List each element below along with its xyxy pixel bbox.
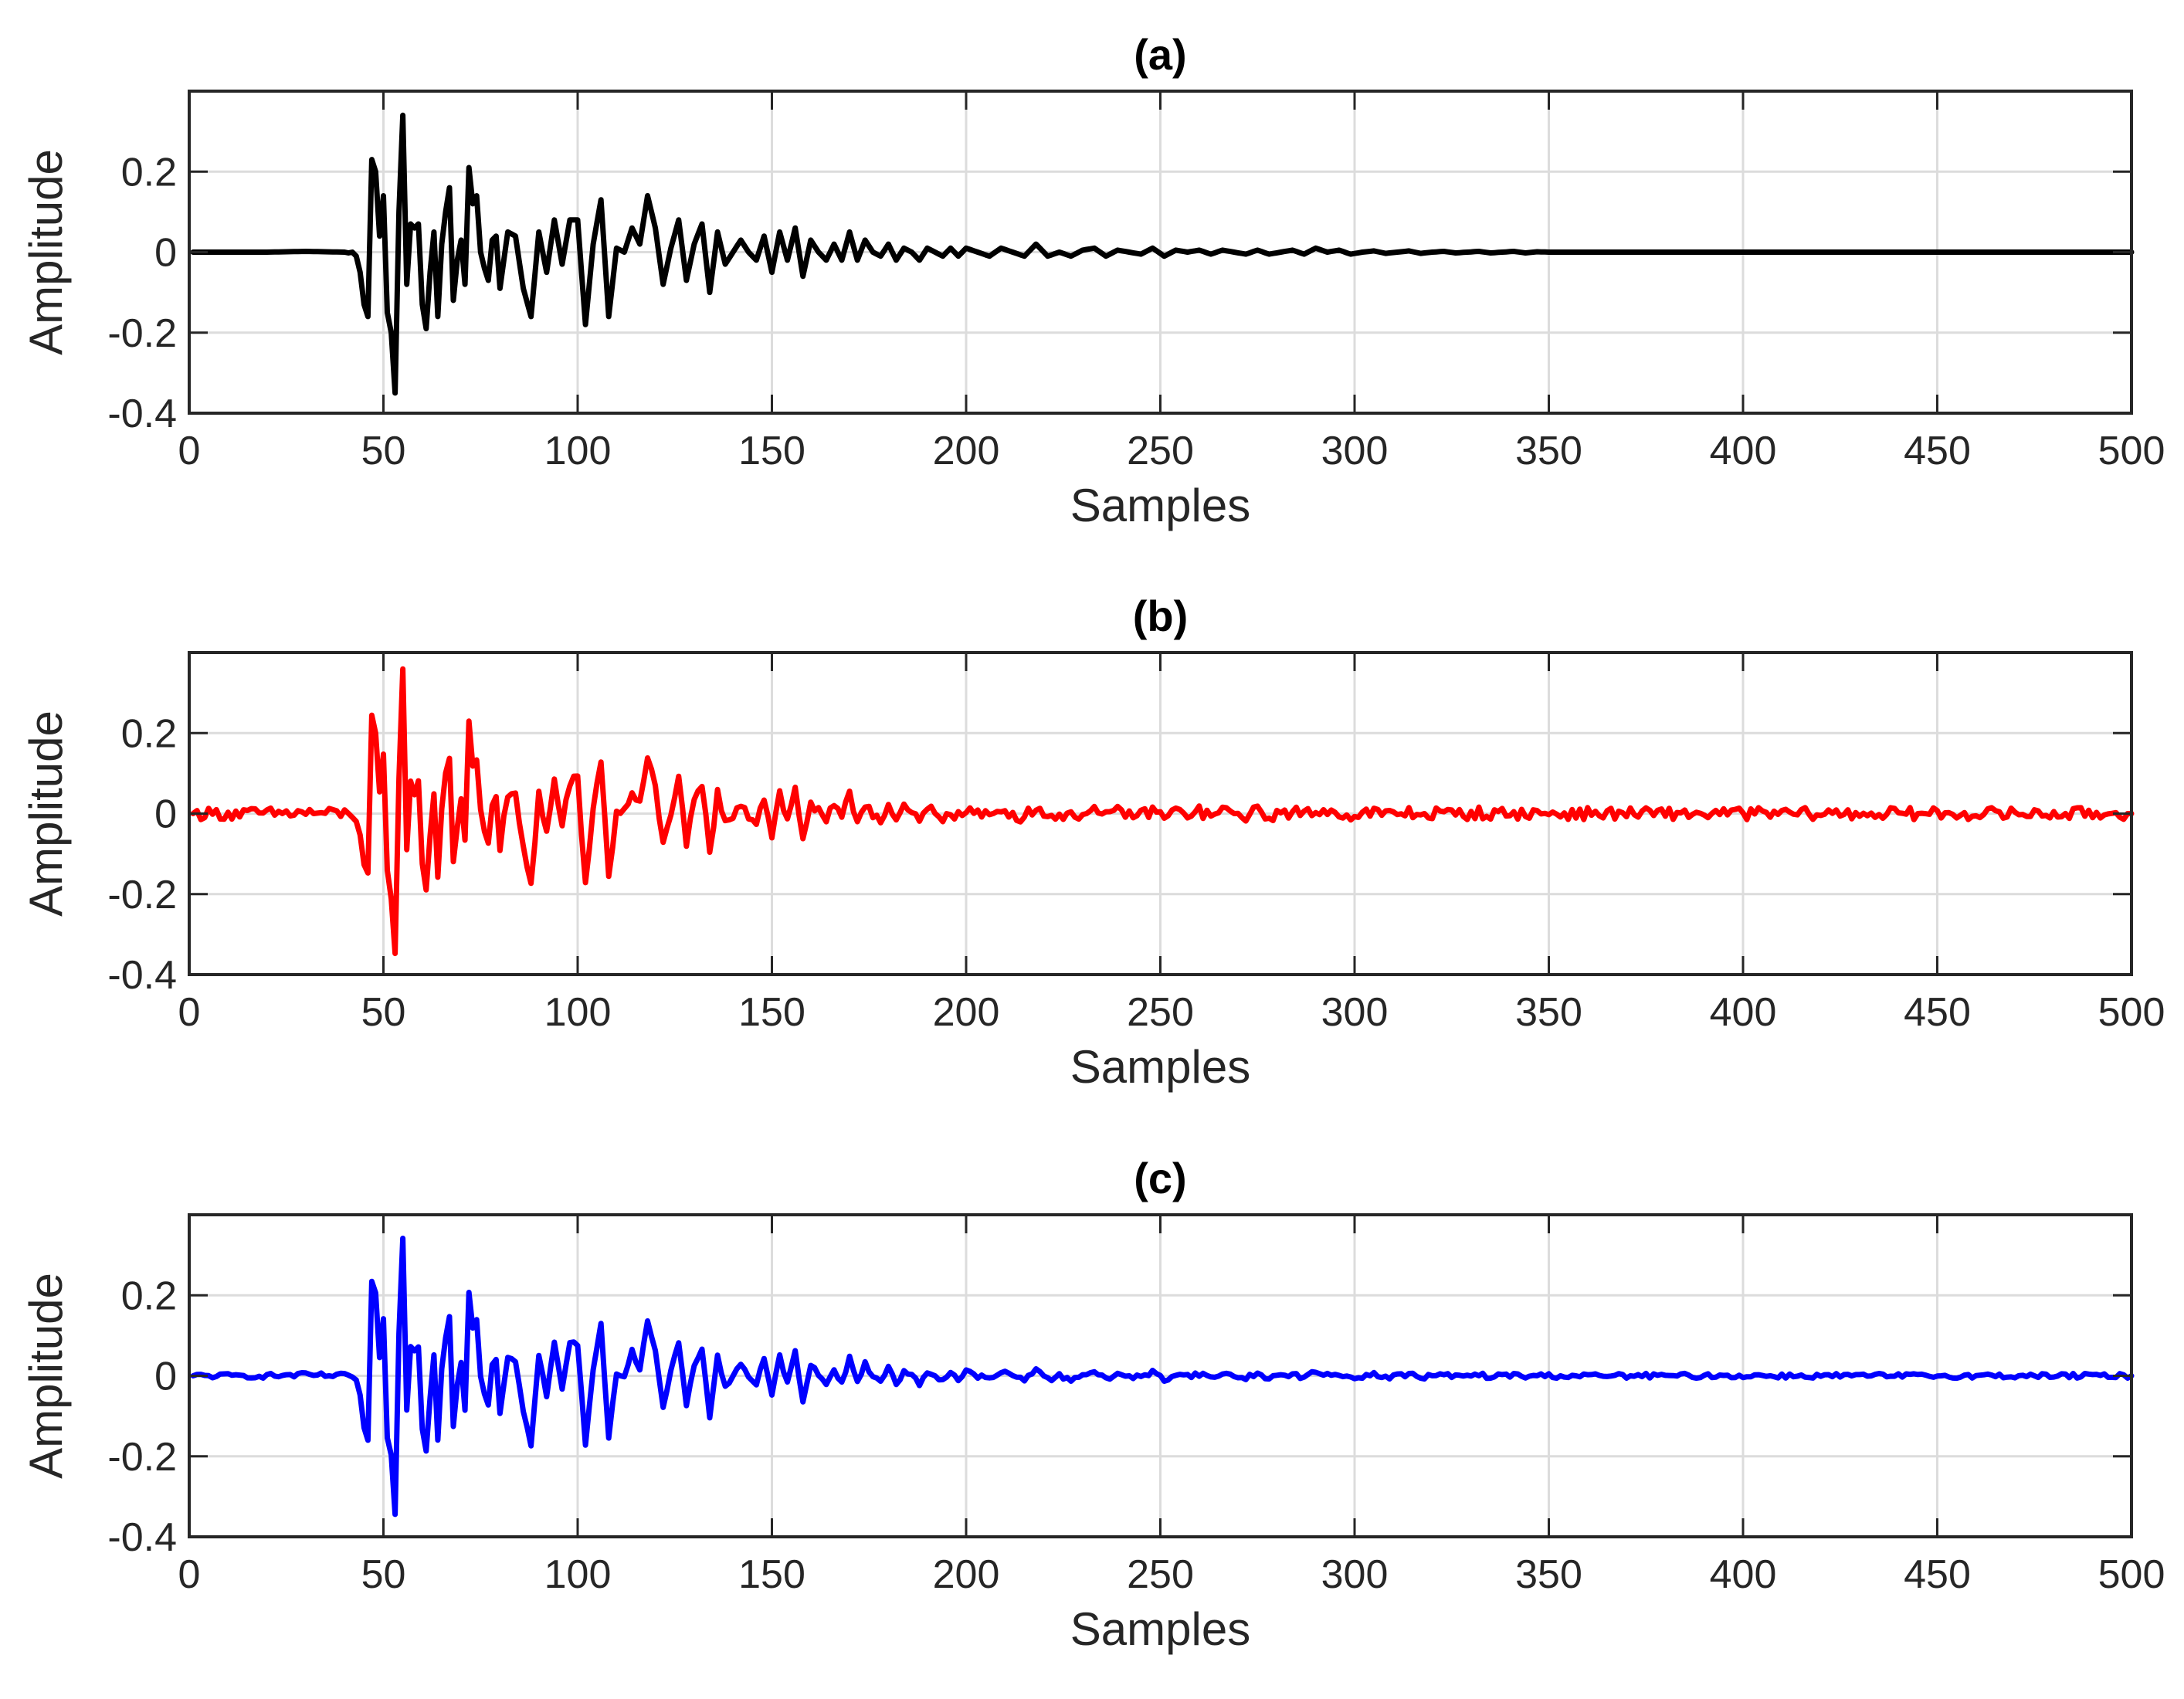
y-tick-label: 0 [154, 792, 177, 837]
y-tick-label: 0 [154, 1355, 177, 1399]
x-tick-label: 50 [361, 990, 406, 1035]
x-tick-label: 250 [1127, 1552, 1194, 1597]
x-axis-label: Samples [1070, 480, 1250, 531]
panel-title-b: (b) [1133, 592, 1189, 640]
x-tick-label: 400 [1710, 1552, 1777, 1597]
x-tick-label: 200 [933, 1552, 1000, 1597]
y-tick-label: -0.2 [107, 311, 177, 356]
panel-title-c: (c) [1134, 1154, 1186, 1202]
signal-line-b [190, 666, 2135, 957]
y-tick-label: -0.4 [107, 392, 177, 436]
x-tick-label: 350 [1515, 1552, 1582, 1597]
x-tick-label: 0 [178, 429, 201, 473]
x-tick-label: 250 [1127, 429, 1194, 473]
x-tick-label: 100 [544, 990, 612, 1035]
x-tick-label: 100 [544, 429, 612, 473]
y-tick-label: -0.4 [107, 1515, 177, 1560]
y-tick-label: 0.2 [121, 711, 177, 756]
x-tick-label: 400 [1710, 429, 1777, 473]
panel-b: 0 50 100 150 200 250 300 350 400 450 500 -0.4 -0.2 0 0… [20, 592, 2165, 1093]
x-tick-label: 150 [738, 1552, 805, 1597]
y-axis-label: Amplitude [20, 149, 72, 355]
x-tick-label: 300 [1321, 429, 1389, 473]
x-tick-label: 150 [738, 990, 805, 1035]
panel-a: 0 50 100 150 200 250 300 350 400 450 500 -0.4 -0.2 0 0… [20, 30, 2165, 531]
signal-line-c [190, 1236, 2135, 1518]
y-tick-label: -0.2 [107, 873, 177, 917]
x-tick-label: 50 [361, 1552, 406, 1597]
x-tick-label: 450 [1904, 1552, 1971, 1597]
x-axis-label: Samples [1070, 1041, 1250, 1093]
x-tick-label: 200 [933, 429, 1000, 473]
x-tick-label: 450 [1904, 429, 1971, 473]
panel-c: 0 50 100 150 200 250 300 350 400 450 500 -0.4 -0.2 0 0… [20, 1154, 2165, 1655]
x-tick-label: 500 [2098, 990, 2165, 1035]
x-axis-label: Samples [1070, 1603, 1250, 1655]
x-tick-label: 200 [933, 990, 1000, 1035]
y-tick-label: 0 [154, 231, 177, 276]
y-tick-label: -0.4 [107, 953, 177, 998]
x-tick-label: 350 [1515, 429, 1582, 473]
x-tick-label: 350 [1515, 990, 1582, 1035]
panel-title-a: (a) [1134, 30, 1186, 79]
x-tick-label: 0 [178, 1552, 201, 1597]
x-tick-label: 400 [1710, 990, 1777, 1035]
signal-line-a [190, 112, 2135, 396]
y-tick-label: 0.2 [121, 1273, 177, 1318]
x-tick-label: 300 [1321, 990, 1389, 1035]
y-axis-label: Amplitude [20, 1273, 72, 1479]
x-tick-label: 500 [2098, 429, 2165, 473]
x-tick-label: 50 [361, 429, 406, 473]
y-axis-label: Amplitude [20, 710, 72, 917]
x-tick-label: 450 [1904, 990, 1971, 1035]
x-tick-label: 500 [2098, 1552, 2165, 1597]
y-tick-label: -0.2 [107, 1435, 177, 1480]
x-tick-label: 250 [1127, 990, 1194, 1035]
x-tick-label: 0 [178, 990, 201, 1035]
x-tick-label: 300 [1321, 1552, 1389, 1597]
x-tick-label: 150 [738, 429, 805, 473]
x-tick-label: 100 [544, 1552, 612, 1597]
y-tick-label: 0.2 [121, 150, 177, 195]
